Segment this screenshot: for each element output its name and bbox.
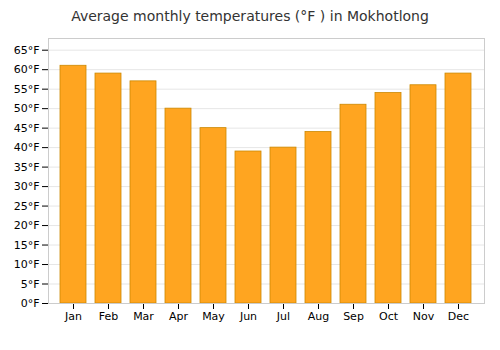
svg-text:55°F: 55°F — [14, 83, 40, 96]
svg-text:25°F: 25°F — [14, 200, 40, 213]
svg-text:Jul: Jul — [276, 310, 290, 323]
svg-text:40°F: 40°F — [14, 141, 40, 154]
svg-text:Aug: Aug — [308, 310, 329, 323]
svg-text:65°F: 65°F — [14, 44, 40, 57]
svg-text:45°F: 45°F — [14, 122, 40, 135]
svg-text:Nov: Nov — [413, 310, 435, 323]
html-text:Average monthly temperatures (: Average monthly temperatures (°F ) in Mo… — [71, 8, 429, 24]
svg-text:35°F: 35°F — [14, 161, 40, 174]
svg-text:Sep: Sep — [343, 310, 364, 323]
svg-text:May: May — [202, 310, 225, 323]
svg-text:20°F: 20°F — [14, 219, 40, 232]
svg-text:Dec: Dec — [448, 310, 469, 323]
svg-text:Jun: Jun — [239, 310, 257, 323]
svg-text:Feb: Feb — [99, 310, 118, 323]
svg-text:15°F: 15°F — [14, 239, 40, 252]
svg-text:5°F: 5°F — [21, 278, 40, 291]
svg-text:50°F: 50°F — [14, 102, 40, 115]
svg-text:30°F: 30°F — [14, 180, 40, 193]
svg-text:Apr: Apr — [169, 310, 189, 323]
svg-text:Jan: Jan — [64, 310, 82, 323]
svg-text:Oct: Oct — [379, 310, 399, 323]
svg-text:60°F: 60°F — [14, 63, 40, 76]
svg-text:0°F: 0°F — [21, 297, 40, 310]
svg-text:Mar: Mar — [133, 310, 154, 323]
svg-text:10°F: 10°F — [14, 258, 40, 271]
